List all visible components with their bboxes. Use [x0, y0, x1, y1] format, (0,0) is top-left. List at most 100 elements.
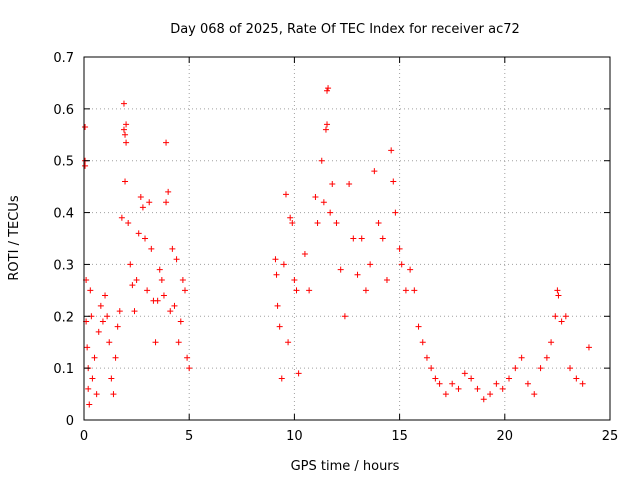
y-tick-label: 0.7 [53, 51, 74, 66]
data-point [585, 344, 592, 351]
x-tick-label: 0 [80, 429, 88, 444]
data-point [163, 139, 170, 146]
x-tick-label: 10 [286, 429, 303, 444]
y-axis-label: ROTI / TECUs [7, 195, 22, 280]
data-point [468, 375, 475, 382]
data-point [171, 302, 178, 309]
data-point [325, 85, 332, 92]
data-point [487, 391, 494, 398]
data-point [137, 194, 144, 201]
data-point [455, 385, 462, 392]
data-point [493, 380, 500, 387]
data-point [152, 339, 159, 346]
x-tick-label: 15 [391, 429, 408, 444]
x-tick-label: 5 [185, 429, 193, 444]
data-point [97, 302, 104, 309]
data-point [99, 318, 106, 325]
data-point [543, 354, 550, 361]
data-point [95, 328, 102, 335]
data-point [276, 323, 283, 330]
data-point [579, 380, 586, 387]
data-point [346, 181, 353, 188]
data-point [148, 245, 155, 252]
data-point [558, 318, 565, 325]
data-point [87, 287, 94, 294]
data-point [135, 230, 142, 237]
data-point [554, 287, 561, 294]
data-point [548, 339, 555, 346]
data-point [186, 365, 193, 372]
y-tick-label: 0 [66, 414, 74, 429]
chart-title: Day 068 of 2025, Rate Of TEC Index for r… [170, 22, 520, 37]
data-point [379, 235, 386, 242]
data-point [160, 292, 167, 299]
data-point [169, 245, 176, 252]
data-point [555, 292, 562, 299]
data-point [146, 199, 153, 206]
data-point [396, 245, 403, 252]
data-point [165, 188, 172, 195]
data-point [184, 354, 191, 361]
data-point [341, 313, 348, 320]
data-point [112, 354, 119, 361]
data-point [163, 199, 170, 206]
data-point [390, 178, 397, 185]
data-point [362, 287, 369, 294]
data-point [154, 297, 161, 304]
data-point [142, 235, 149, 242]
data-point [287, 214, 294, 221]
data-point [573, 375, 580, 382]
data-point [411, 287, 418, 294]
data-point [118, 214, 125, 221]
data-point [102, 292, 109, 299]
data-point [120, 100, 127, 107]
data-point [518, 354, 525, 361]
data-point [552, 313, 559, 320]
data-point [428, 365, 435, 372]
data-point [177, 318, 184, 325]
data-point [524, 380, 531, 387]
data-point [293, 287, 300, 294]
data-point [120, 126, 127, 133]
data-point [110, 391, 117, 398]
data-point [158, 276, 165, 283]
data-point [375, 219, 382, 226]
data-point [122, 131, 129, 138]
data-point [358, 235, 365, 242]
data-point [144, 287, 151, 294]
data-point [108, 375, 115, 382]
data-point [306, 287, 313, 294]
y-tick-label: 0.6 [53, 103, 74, 118]
data-point [350, 235, 357, 242]
data-point [179, 276, 186, 283]
y-tick-label: 0.2 [53, 310, 74, 325]
data-point [91, 354, 98, 361]
data-point [499, 385, 506, 392]
data-point [84, 344, 91, 351]
data-point [329, 181, 336, 188]
data-point [512, 365, 519, 372]
data-point [93, 391, 100, 398]
data-point [82, 124, 89, 131]
data-point [104, 313, 111, 320]
data-point [295, 370, 302, 377]
data-point [442, 391, 449, 398]
data-point [322, 126, 329, 133]
data-point [86, 401, 93, 408]
data-point [125, 219, 132, 226]
data-point [273, 271, 280, 278]
data-point [127, 261, 134, 268]
data-point [383, 276, 390, 283]
data-points [82, 85, 592, 408]
plot-frame [83, 56, 611, 421]
data-point [324, 121, 331, 128]
data-point [173, 256, 180, 263]
data-point [537, 365, 544, 372]
data-point [333, 219, 340, 226]
data-point [449, 380, 456, 387]
data-point [419, 339, 426, 346]
data-point [181, 287, 188, 294]
data-point [480, 396, 487, 403]
